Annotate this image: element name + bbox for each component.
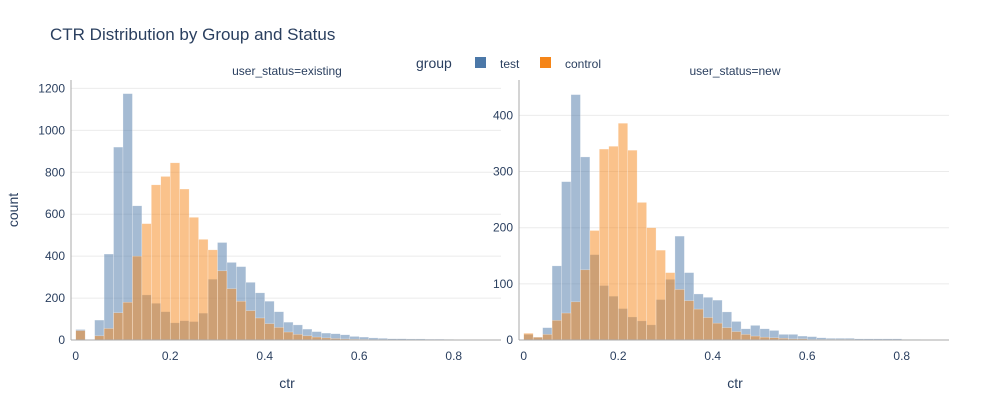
bar-control[interactable] <box>132 255 143 341</box>
x-tick-label: 0.4 <box>256 349 273 363</box>
panel-title-new: user_status=new <box>689 64 780 78</box>
bar-control[interactable] <box>570 301 581 341</box>
bar-control[interactable] <box>731 331 742 341</box>
x-axis-label-existing: ctr <box>279 375 295 391</box>
bar-control[interactable] <box>141 223 152 341</box>
bar-control[interactable] <box>561 312 572 341</box>
bar-control[interactable] <box>599 148 610 341</box>
bar-control[interactable] <box>684 300 695 341</box>
y-tick-label: 200 <box>493 221 513 235</box>
y-tick-label: 800 <box>45 165 65 179</box>
legend: group test control <box>416 55 601 71</box>
x-tick-label: 0.4 <box>704 349 721 363</box>
bar-control[interactable] <box>292 334 303 341</box>
x-tick-label: 0.2 <box>610 349 627 363</box>
bar-test[interactable] <box>103 253 114 341</box>
bar-control[interactable] <box>236 300 247 341</box>
bar-control[interactable] <box>721 327 732 341</box>
bar-control[interactable] <box>103 328 114 341</box>
y-tick-label: 400 <box>45 249 65 263</box>
y-tick-label: 100 <box>493 277 513 291</box>
bar-control[interactable] <box>636 202 647 341</box>
x-tick-label: 0.6 <box>799 349 816 363</box>
x-tick-label: 0 <box>72 349 79 363</box>
bar-control[interactable] <box>646 227 657 341</box>
bar-control[interactable] <box>523 333 534 341</box>
legend-swatch-test[interactable] <box>475 57 486 68</box>
legend-swatch-control[interactable] <box>540 57 551 68</box>
bar-control[interactable] <box>264 323 275 341</box>
bar-control[interactable] <box>94 335 105 341</box>
bar-control[interactable] <box>712 322 723 341</box>
legend-label-test[interactable]: test <box>500 57 520 71</box>
bar-test[interactable] <box>113 146 124 341</box>
x-tick-label: 0.8 <box>445 349 462 363</box>
y-tick-label: 200 <box>45 291 65 305</box>
bar-control[interactable] <box>226 288 237 341</box>
y-tick-label: 600 <box>45 207 65 221</box>
y-tick-label: 0 <box>506 333 513 347</box>
bar-control[interactable] <box>655 249 666 341</box>
x-tick-label: 0 <box>520 349 527 363</box>
bar-control[interactable] <box>580 269 591 341</box>
x-axis-label-new: ctr <box>727 375 743 391</box>
bar-control[interactable] <box>198 239 209 341</box>
bar-control[interactable] <box>542 334 553 341</box>
bar-control[interactable] <box>151 184 162 341</box>
bar-control[interactable] <box>750 335 761 341</box>
x-tick-label: 0.6 <box>351 349 368 363</box>
bar-control[interactable] <box>703 317 713 341</box>
y-tick-label: 400 <box>493 108 513 122</box>
bar-control[interactable] <box>674 289 685 341</box>
bar-control[interactable] <box>207 249 218 341</box>
bar-control[interactable] <box>217 270 228 341</box>
x-tick-label: 0.8 <box>893 349 910 363</box>
y-tick-label: 300 <box>493 165 513 179</box>
legend-title: group <box>416 55 452 71</box>
bar-control[interactable] <box>551 320 562 341</box>
bar-control[interactable] <box>740 334 751 341</box>
chart-title: CTR Distribution by Group and Status <box>50 25 335 44</box>
panel-title-existing: user_status=existing <box>232 64 342 78</box>
bar-control[interactable] <box>179 188 190 341</box>
bar-control[interactable] <box>693 308 704 341</box>
legend-label-control[interactable]: control <box>565 57 601 71</box>
bar-control[interactable] <box>589 230 600 341</box>
bar-control[interactable] <box>122 302 133 341</box>
bar-control[interactable] <box>169 162 180 341</box>
bar-control[interactable] <box>302 335 313 341</box>
panel-existing: 0 200 400 600 800 1000 1200 0 0.2 0.4 0.6 0.8 <box>38 80 501 363</box>
bar-control[interactable] <box>75 330 86 341</box>
bar-control[interactable] <box>627 149 638 341</box>
bar-control[interactable] <box>245 310 256 341</box>
panel-new: 0 100 200 300 400 0 0.2 0.4 0.6 0.8 <box>493 80 949 363</box>
y-tick-label: 1000 <box>38 123 65 137</box>
bar-control[interactable] <box>188 217 199 341</box>
x-tick-label: 0.2 <box>162 349 179 363</box>
bar-control[interactable] <box>113 312 124 341</box>
bar-control[interactable] <box>283 331 294 341</box>
y-tick-label: 1200 <box>38 81 65 95</box>
bar-control[interactable] <box>608 146 619 341</box>
y-tick-label: 0 <box>58 333 65 347</box>
bar-control[interactable] <box>617 122 628 341</box>
bar-control[interactable] <box>160 176 171 341</box>
bar-control[interactable] <box>273 327 284 341</box>
y-axis-label: count <box>5 193 21 227</box>
bar-control[interactable] <box>665 272 676 341</box>
bar-control[interactable] <box>255 317 265 341</box>
